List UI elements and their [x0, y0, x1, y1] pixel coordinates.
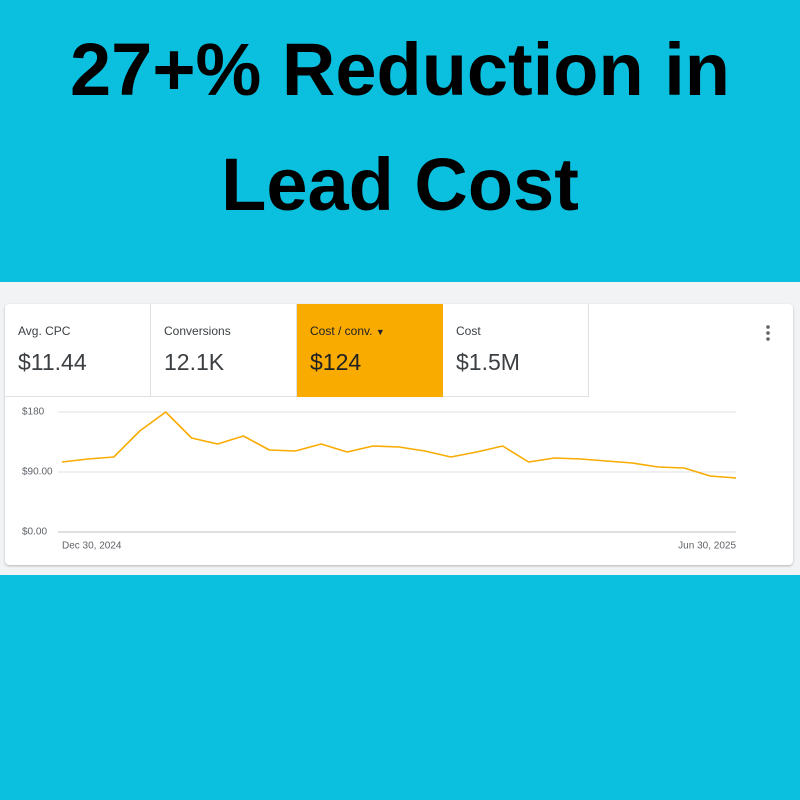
y-tick-label: $0.00 [22, 527, 47, 538]
y-tick-label: $180 [22, 407, 45, 418]
dropdown-arrow[interactable]: ▼ [375, 327, 385, 337]
menu-dot [766, 337, 770, 341]
metric-label: Cost [456, 324, 481, 338]
metric-value: $1.5M [456, 349, 520, 375]
metric-tile[interactable]: Cost $1.5M [443, 304, 589, 397]
metric-value: $124 [310, 349, 362, 375]
x-tick-label: Jun 30, 2025 [678, 541, 736, 552]
metric-label: Conversions [164, 324, 231, 338]
metric-tile[interactable]: Conversions 12.1K [151, 304, 297, 397]
metric-tile[interactable]: Avg. CPC $11.44 [5, 304, 151, 397]
metrics-card: Avg. CPC $11.44 Conversions 12.1K Cost /… [5, 304, 793, 565]
data-line [61, 411, 737, 479]
more-menu[interactable] [766, 325, 770, 341]
metric-label: Avg. CPC [18, 324, 71, 338]
metric-label: Cost / conv. ▼ [310, 324, 442, 338]
metric-value: 12.1K [164, 349, 225, 375]
menu-dot [766, 325, 770, 329]
metric-value: $11.44 [18, 349, 87, 375]
headline: 27+% Reduction in Lead Cost [70, 28, 730, 226]
metric-label-text: Cost / conv. [310, 324, 373, 338]
metric-tile[interactable]: Cost / conv. ▼ $124 [297, 304, 443, 397]
menu-dot [766, 331, 770, 335]
x-tick-label: Dec 30, 2024 [62, 541, 122, 552]
y-tick-label: $90.00 [22, 467, 53, 478]
